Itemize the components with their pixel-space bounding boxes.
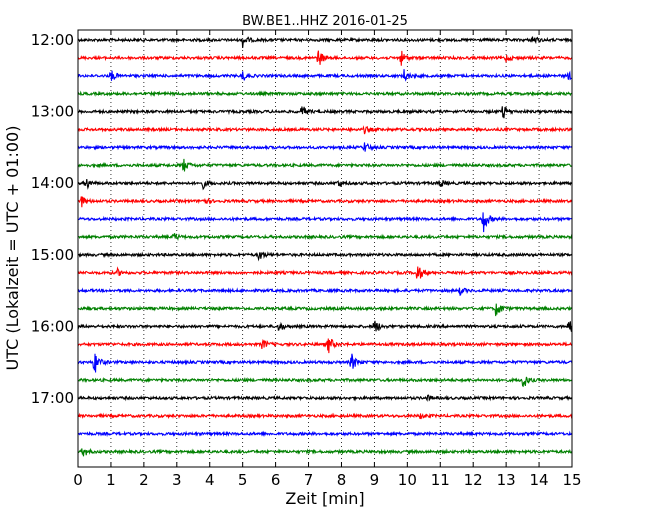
x-tick-label: 2 — [139, 471, 149, 489]
x-tick-label: 4 — [205, 471, 215, 489]
trace-line — [77, 36, 573, 49]
trace-line — [77, 90, 573, 98]
trace-line — [77, 158, 573, 172]
x-tick-label: 1 — [106, 471, 116, 489]
trace-line — [77, 212, 573, 233]
x-tick-label: 8 — [337, 471, 347, 489]
trace-line — [77, 338, 573, 354]
trace-line — [77, 106, 573, 119]
trace-line — [77, 50, 573, 66]
y-tick-label: 14:00 — [31, 174, 74, 192]
y-tick-label: 12:00 — [31, 31, 74, 49]
trace-line — [77, 251, 573, 262]
x-tick-label: 9 — [370, 471, 380, 489]
x-tick-label: 6 — [271, 471, 281, 489]
x-tick-label: 11 — [431, 471, 450, 489]
y-tick-label: 15:00 — [31, 246, 74, 264]
x-tick-label: 7 — [304, 471, 314, 489]
x-axis-label: Zeit [min] — [285, 489, 364, 508]
x-tick-label: 3 — [172, 471, 182, 489]
y-tick-label: 13:00 — [31, 103, 74, 121]
plot-frame — [77, 29, 573, 468]
trace-line — [77, 353, 573, 373]
trace-line — [77, 196, 573, 208]
y-tick-label: 16:00 — [31, 317, 74, 335]
chart-title: BW.BE1..HHZ 2016-01-25 — [242, 14, 408, 29]
x-tick-label: 12 — [464, 471, 483, 489]
trace-lines — [77, 36, 573, 457]
trace-line — [77, 430, 573, 438]
x-tick-label: 13 — [497, 471, 516, 489]
x-axis-ticks: 0 1 2 3 4 5 6 7 8 9 10 11 12 13 14 15 — [73, 30, 582, 489]
y-axis-ticks: 12:00 13:00 14:00 15:00 16:00 17:00 — [31, 31, 572, 407]
trace-line — [77, 394, 573, 402]
y-axis-label: UTC (Lokalzeit = UTC + 01:00) — [3, 126, 22, 371]
vertical-grid-lines — [110, 30, 540, 467]
x-tick-label: 10 — [398, 471, 417, 489]
trace-line — [77, 142, 573, 152]
trace-line — [77, 376, 573, 388]
trace-line — [77, 303, 573, 317]
trace-line — [77, 320, 573, 332]
x-tick-label: 0 — [73, 471, 83, 489]
trace-line — [77, 287, 573, 296]
x-tick-label: 14 — [530, 471, 549, 489]
trace-line — [77, 233, 573, 242]
x-tick-label: 5 — [238, 471, 248, 489]
trace-line — [77, 125, 573, 135]
trace-line — [77, 412, 573, 420]
trace-line — [77, 178, 573, 191]
trace-line — [77, 447, 573, 457]
x-tick-label: 15 — [562, 471, 581, 489]
trace-line — [77, 69, 573, 82]
trace-line — [77, 266, 573, 279]
y-tick-label: 17:00 — [31, 389, 74, 407]
